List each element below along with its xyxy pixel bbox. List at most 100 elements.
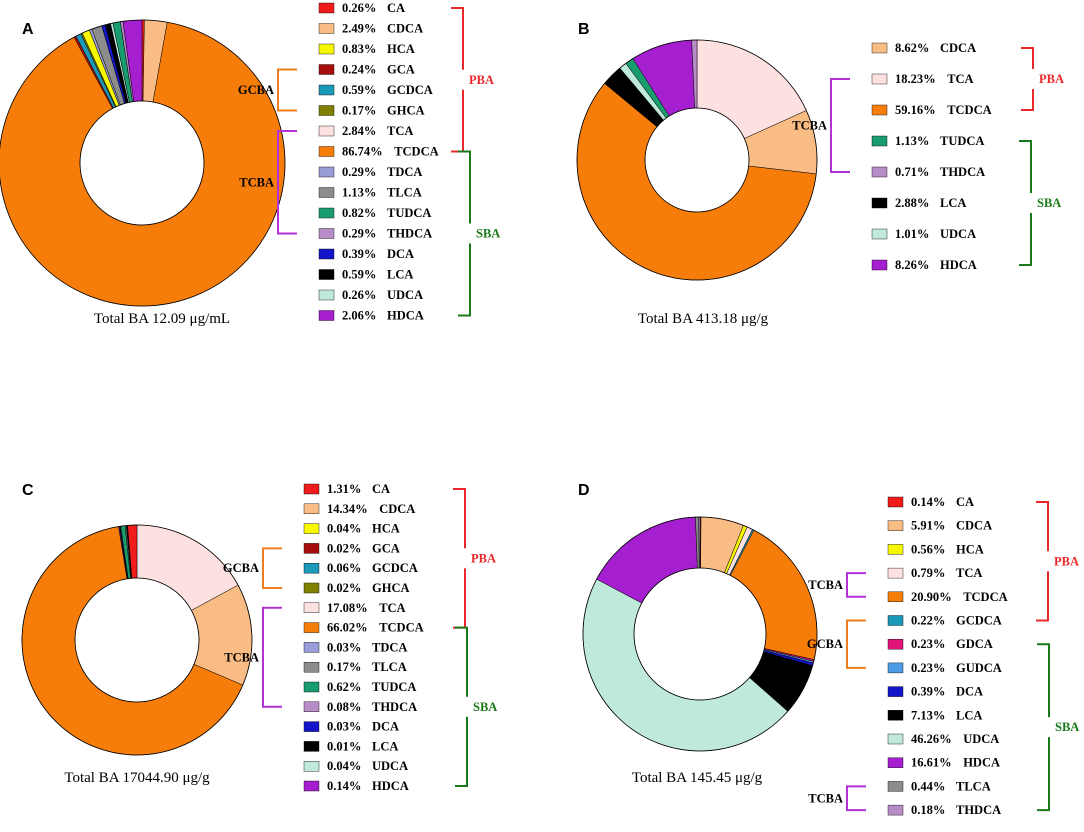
legend-name: THDCA <box>387 227 432 241</box>
legend-name: TCDCA <box>394 145 438 159</box>
legend-swatch <box>303 543 320 554</box>
legend-a: 0.26% CA 2.49% CDCA 0.83% HCA 0.24% GCA 0.59% GCD… <box>318 1 439 323</box>
donut-hole <box>74 577 200 703</box>
legend-item-tudca: 1.13% TUDCA <box>871 134 984 148</box>
legend-swatch <box>871 73 888 85</box>
legend-name: UDCA <box>963 732 999 746</box>
legend-item-tudca: 0.62% TUDCA <box>303 680 416 694</box>
legend-item-hdca: 8.26% HDCA <box>871 258 977 272</box>
legend-name: GCDCA <box>372 561 418 575</box>
legend-swatch <box>303 642 320 653</box>
legend-swatch <box>318 64 335 75</box>
legend-name: THDCA <box>940 165 985 179</box>
bracket-tcba-3: TCBA <box>224 606 282 708</box>
legend-name: GDCA <box>956 637 993 651</box>
bracket-pba-0: PBA <box>1021 47 1064 111</box>
legend-item-cdca: 2.49% CDCA <box>318 22 423 36</box>
legend-name: HDCA <box>963 756 1000 770</box>
legend-swatch <box>303 741 320 752</box>
donut-outer-edge <box>21 524 253 756</box>
legend-name: DCA <box>387 247 414 261</box>
legend-percent: 0.04% <box>327 522 361 536</box>
panel-letter-d: D <box>578 482 590 499</box>
legend-name: CA <box>387 1 405 15</box>
legend-d: 0.14% CA 5.91% CDCA 0.56% HCA 0.79% TCA 20.90% TC… <box>887 495 1008 817</box>
legend-item-lca: 7.13% LCA <box>887 708 982 722</box>
legend-swatch <box>303 622 320 633</box>
legend-percent: 0.39% <box>342 247 376 261</box>
legend-name: TUDCA <box>372 680 416 694</box>
legend-item-tca: 17.08% TCA <box>303 601 406 615</box>
panel-c: C Total BA 17044.90 μg/g 1.31% CA 14.34% CD… <box>21 482 497 793</box>
group-label-pba: PBA <box>1054 554 1079 568</box>
legend-percent: 2.49% <box>342 22 376 36</box>
legend-percent: 0.79% <box>911 566 945 580</box>
bracket-line <box>846 785 866 812</box>
legend-swatch <box>871 104 888 116</box>
legend-name: UDCA <box>940 227 976 241</box>
legend-swatch <box>318 23 335 34</box>
legend-percent: 0.17% <box>342 104 376 118</box>
bracket-tcba-2: TCBA <box>808 572 866 598</box>
donut-outer-edge <box>576 39 818 281</box>
legend-item-udca: 0.26% UDCA <box>318 288 423 302</box>
legend-name: CDCA <box>379 502 415 516</box>
bracket-label-gap <box>463 548 467 569</box>
group-label-pba: PBA <box>1039 72 1064 86</box>
panel-b: B Total BA 413.18 μg/g 8.62% CDCA 18.23% TC… <box>576 21 1064 327</box>
bracket-line <box>846 619 866 669</box>
legend-name: TUDCA <box>387 206 431 220</box>
legend-name: HDCA <box>372 779 409 793</box>
legend-swatch <box>303 721 320 732</box>
legend-percent: 0.59% <box>342 268 376 282</box>
legend-name: TUDCA <box>940 134 984 148</box>
group-label-pba: PBA <box>471 551 496 565</box>
legend-percent: 0.14% <box>911 495 945 509</box>
legend-swatch <box>887 520 904 531</box>
legend-percent: 0.03% <box>327 640 361 654</box>
bracket-pba-0: PBA <box>453 488 496 629</box>
legend-percent: 1.31% <box>327 482 361 496</box>
legend-item-cdca: 14.34% CDCA <box>303 502 415 516</box>
bracket-sba-1: SBA <box>1019 140 1061 266</box>
group-label-sba: SBA <box>1037 196 1061 210</box>
legend-swatch <box>318 166 335 178</box>
donut-hole <box>644 107 750 213</box>
group-label-sba: SBA <box>476 227 500 241</box>
legend-item-dca: 0.03% DCA <box>303 720 399 734</box>
legend-item-tdca: 0.29% TDCA <box>318 165 422 179</box>
bracket-line <box>277 130 297 235</box>
legend-percent: 7.13% <box>911 708 945 722</box>
bracket-label-gap <box>461 69 465 90</box>
legend-item-thdca: 0.08% THDCA <box>303 700 417 714</box>
legend-swatch <box>887 544 904 555</box>
bracket-line <box>846 572 866 598</box>
legend-name: GCA <box>387 63 415 77</box>
bracket-label-gap <box>1029 193 1033 213</box>
legend-percent: 1.13% <box>342 186 376 200</box>
legend-swatch <box>318 187 335 198</box>
group-label-gcba: GCBA <box>223 561 259 575</box>
legend-swatch <box>303 701 320 712</box>
legend-item-gcdca: 0.22% GCDCA <box>887 614 1002 628</box>
legend-item-tlca: 0.44% TLCA <box>887 779 991 793</box>
legend-swatch <box>303 483 320 495</box>
legend-item-cdca: 8.62% CDCA <box>871 41 976 55</box>
legend-swatch <box>318 105 335 116</box>
donut-hole <box>633 567 767 701</box>
legend-percent: 0.71% <box>895 165 929 179</box>
legend-swatch <box>871 42 888 54</box>
legend-swatch <box>318 146 335 157</box>
legend-percent: 0.03% <box>327 720 361 734</box>
legend-name: GHCA <box>387 104 425 118</box>
legend-swatch <box>887 686 904 697</box>
legend-swatch <box>303 523 320 534</box>
legend-name: HDCA <box>940 258 977 272</box>
legend-percent: 0.23% <box>911 637 945 651</box>
legend-swatch <box>887 662 904 674</box>
donut-outer-edge <box>582 516 818 752</box>
legend-swatch <box>303 780 320 792</box>
total-ba-label-d: Total BA 145.45 μg/g <box>632 770 763 786</box>
legend-percent: 66.02% <box>327 621 368 635</box>
legend-item-lca: 2.88% LCA <box>871 196 966 210</box>
